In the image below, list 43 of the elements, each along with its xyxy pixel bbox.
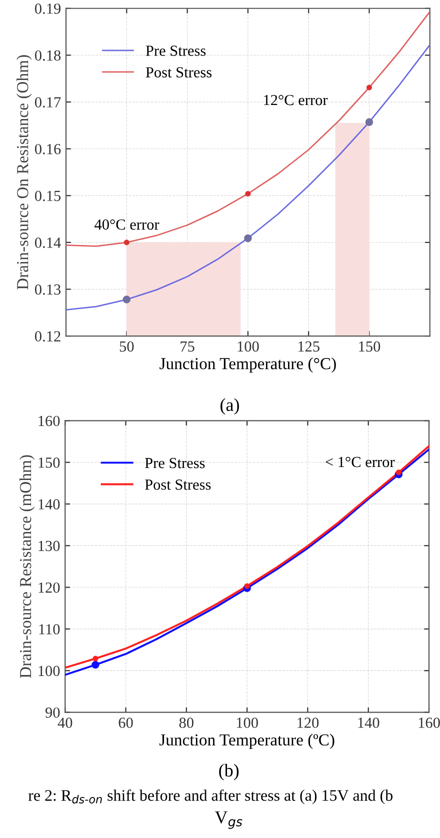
y-axis-title: Drain-source On Resistance (Ohm) bbox=[16, 55, 32, 290]
y-tick-label: 140 bbox=[38, 499, 60, 510]
y-tick-label: 90 bbox=[45, 707, 60, 718]
legend-label: Pre Stress bbox=[146, 46, 206, 56]
y-tick-label: 130 bbox=[38, 540, 60, 552]
y-tick-label: 0.19 bbox=[34, 4, 61, 14]
annotation: 40°C error bbox=[94, 219, 160, 230]
y-tick-label: 0.14 bbox=[34, 238, 61, 248]
x-tick-label: 75 bbox=[180, 341, 194, 352]
x-axis-title: Junction Temperature (°C) bbox=[160, 358, 336, 373]
y-tick-label: 110 bbox=[39, 624, 60, 634]
y-tick-label: 0.13 bbox=[34, 284, 61, 295]
annotation: < 1°C error bbox=[326, 456, 395, 468]
y-tick-label: 100 bbox=[38, 666, 60, 676]
x-tick-label: 60 bbox=[118, 718, 133, 728]
x-tick-label: 140 bbox=[358, 718, 380, 728]
y-tick-label: 150 bbox=[38, 457, 60, 468]
x-tick-label: 50 bbox=[120, 341, 134, 352]
text: re 2: R$_{ds‐on}$ shift before and after stress at (a) 15V and (b bbox=[28, 789, 392, 804]
legend-label: Post Stress bbox=[145, 480, 211, 490]
text: (a) bbox=[220, 398, 239, 415]
text: (b) bbox=[219, 764, 239, 780]
y-tick-label: 160 bbox=[38, 416, 60, 426]
text: V$_{gs}$ bbox=[214, 811, 242, 829]
x-tick-label: 150 bbox=[359, 341, 380, 352]
y-tick-label: 0.18 bbox=[34, 50, 61, 61]
legend-label: Post Stress bbox=[146, 67, 212, 78]
x-tick-label: 100 bbox=[236, 718, 258, 728]
x-axis-title: Junction Temperature (ºC) bbox=[159, 734, 334, 749]
annotation: 12°C error bbox=[264, 94, 328, 106]
x-tick-label: 100 bbox=[238, 341, 259, 352]
x-tick-label: 80 bbox=[179, 718, 194, 728]
y-tick-label: 0.16 bbox=[34, 144, 61, 154]
y-axis-title: Drain-source Resistance (mOhm) bbox=[19, 455, 35, 678]
y-tick-label: 0.15 bbox=[34, 190, 61, 202]
y-tick-label: 0.12 bbox=[34, 331, 60, 342]
x-tick-label: 125 bbox=[298, 341, 320, 352]
x-tick-label: 160 bbox=[418, 718, 440, 728]
y-tick-label: 120 bbox=[38, 582, 60, 593]
y-tick-label: 0.17 bbox=[34, 97, 61, 108]
legend-label: Pre Stress bbox=[145, 458, 205, 468]
x-tick-label: 120 bbox=[298, 718, 319, 728]
x-tick-label: 40 bbox=[58, 718, 72, 728]
